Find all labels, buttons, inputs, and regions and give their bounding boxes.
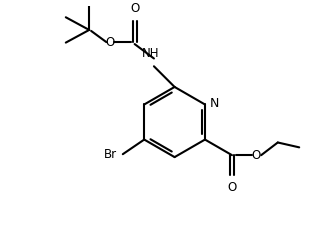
Text: O: O xyxy=(252,149,261,162)
Text: O: O xyxy=(227,182,237,195)
Text: NH: NH xyxy=(142,47,160,60)
Text: Br: Br xyxy=(104,148,117,161)
Text: O: O xyxy=(130,2,139,15)
Text: O: O xyxy=(106,36,115,49)
Text: N: N xyxy=(210,97,219,110)
